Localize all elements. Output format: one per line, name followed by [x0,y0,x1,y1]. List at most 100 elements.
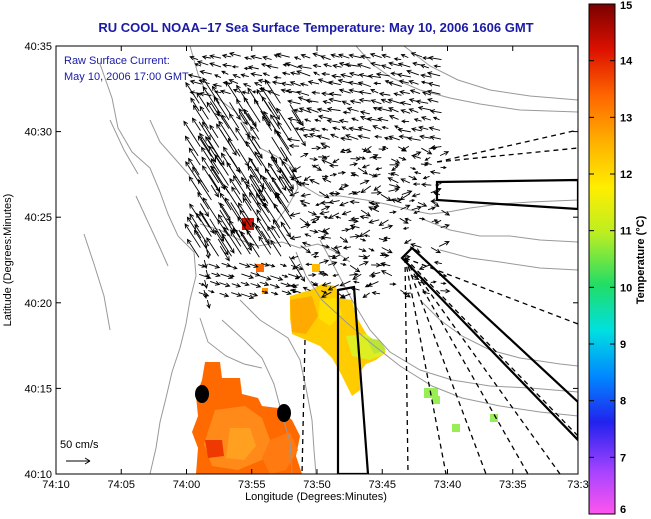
current-arrow [198,79,210,85]
current-arrow [307,211,318,216]
current-arrow [413,171,421,175]
current-arrow [328,80,341,86]
current-arrow [410,127,422,132]
current-arrow [228,79,239,84]
scale-label: 50 cm/s [60,439,99,451]
survey-wedges [336,178,578,474]
current-arrow [310,127,320,133]
current-arrow [321,282,332,287]
current-arrow [240,73,249,78]
current-arrow [321,227,330,233]
current-arrow [382,145,389,150]
current-arrow [299,82,309,87]
y-tick-label: 40:30 [24,127,52,139]
current-arrow [341,100,351,106]
current-arrow [268,263,276,268]
current-arrow [208,289,215,294]
current-arrow [381,247,393,254]
current-arrow [428,55,442,61]
current-arrow [378,237,388,242]
current-arrow [321,146,328,150]
current-arrow [408,175,418,181]
map-content [83,46,578,474]
current-arrow [223,226,242,255]
current-arrow [357,167,369,175]
current-arrow [342,245,352,250]
current-arrow [302,286,311,292]
current-arrow [339,148,351,154]
current-arrow [276,107,292,131]
current-arrow [300,245,312,254]
current-arrow [241,90,250,95]
current-arrow [368,248,375,252]
current-arrow [217,110,230,129]
current-arrow [358,229,371,238]
colorbar-tick-label: 9 [620,339,626,351]
current-arrow [418,264,430,270]
current-arrow [222,146,241,174]
current-arrow [399,100,412,106]
current-arrow [205,269,210,279]
current-arrow [282,62,291,67]
current-arrow [421,91,431,96]
y-tick-label: 40:20 [24,298,52,310]
current-arrow [359,261,369,266]
current-arrow [203,279,208,289]
current-arrow [202,77,220,104]
current-arrow [377,106,392,112]
colorbar-ticks: 15 14 13 12 11 10 9 8 7 6 [589,0,633,516]
current-arrow [427,81,440,87]
current-arrow [202,197,219,222]
x-tick-label: 73:3 [567,479,588,491]
current-arrow [271,224,281,239]
current-arrow [217,219,229,237]
current-arrow [309,179,320,185]
current-arrow [387,98,402,105]
colorbar-tick-label: 15 [620,0,632,12]
current-arrow [193,229,212,256]
current-arrow [379,261,391,267]
current-arrow [247,87,259,105]
current-arrow [359,115,370,121]
current-arrow [332,126,341,131]
current-arrow [349,99,362,105]
current-arrow [296,90,310,96]
current-arrow [421,147,433,155]
current-arrow [194,223,210,247]
current-arrow [344,62,359,68]
current-arrow [300,192,311,198]
current-arrow [268,149,278,164]
current-arrow [280,263,288,268]
current-arrow [398,79,409,85]
current-arrow [293,108,303,113]
current-arrow [229,102,241,121]
current-arrow [429,109,442,114]
current-arrow [400,204,411,211]
current-arrow [341,183,349,187]
current-arrow [232,89,241,93]
current-arrow [434,219,442,224]
current-arrow [358,156,366,160]
current-arrow [342,110,351,115]
current-arrow [338,53,350,59]
current-arrow [311,218,320,224]
current-arrow [289,81,301,87]
current-arrow [401,190,413,195]
current-arrow [270,275,284,281]
current-arrow [368,219,380,224]
current-arrow [188,147,201,166]
current-arrow [189,79,202,85]
colorbar-tick-label: 14 [620,56,633,68]
current-arrow [197,178,212,201]
current-arrow [400,53,409,59]
sst-patches [192,218,498,474]
current-arrow [321,244,331,249]
current-arrow [312,63,322,69]
current-arrow [323,215,331,220]
current-arrow [370,206,378,210]
current-arrow [341,210,352,216]
current-arrow [229,177,241,195]
current-arrow [417,202,428,207]
current-arrow [319,191,330,199]
x-tick-label: 73:50 [303,479,331,491]
